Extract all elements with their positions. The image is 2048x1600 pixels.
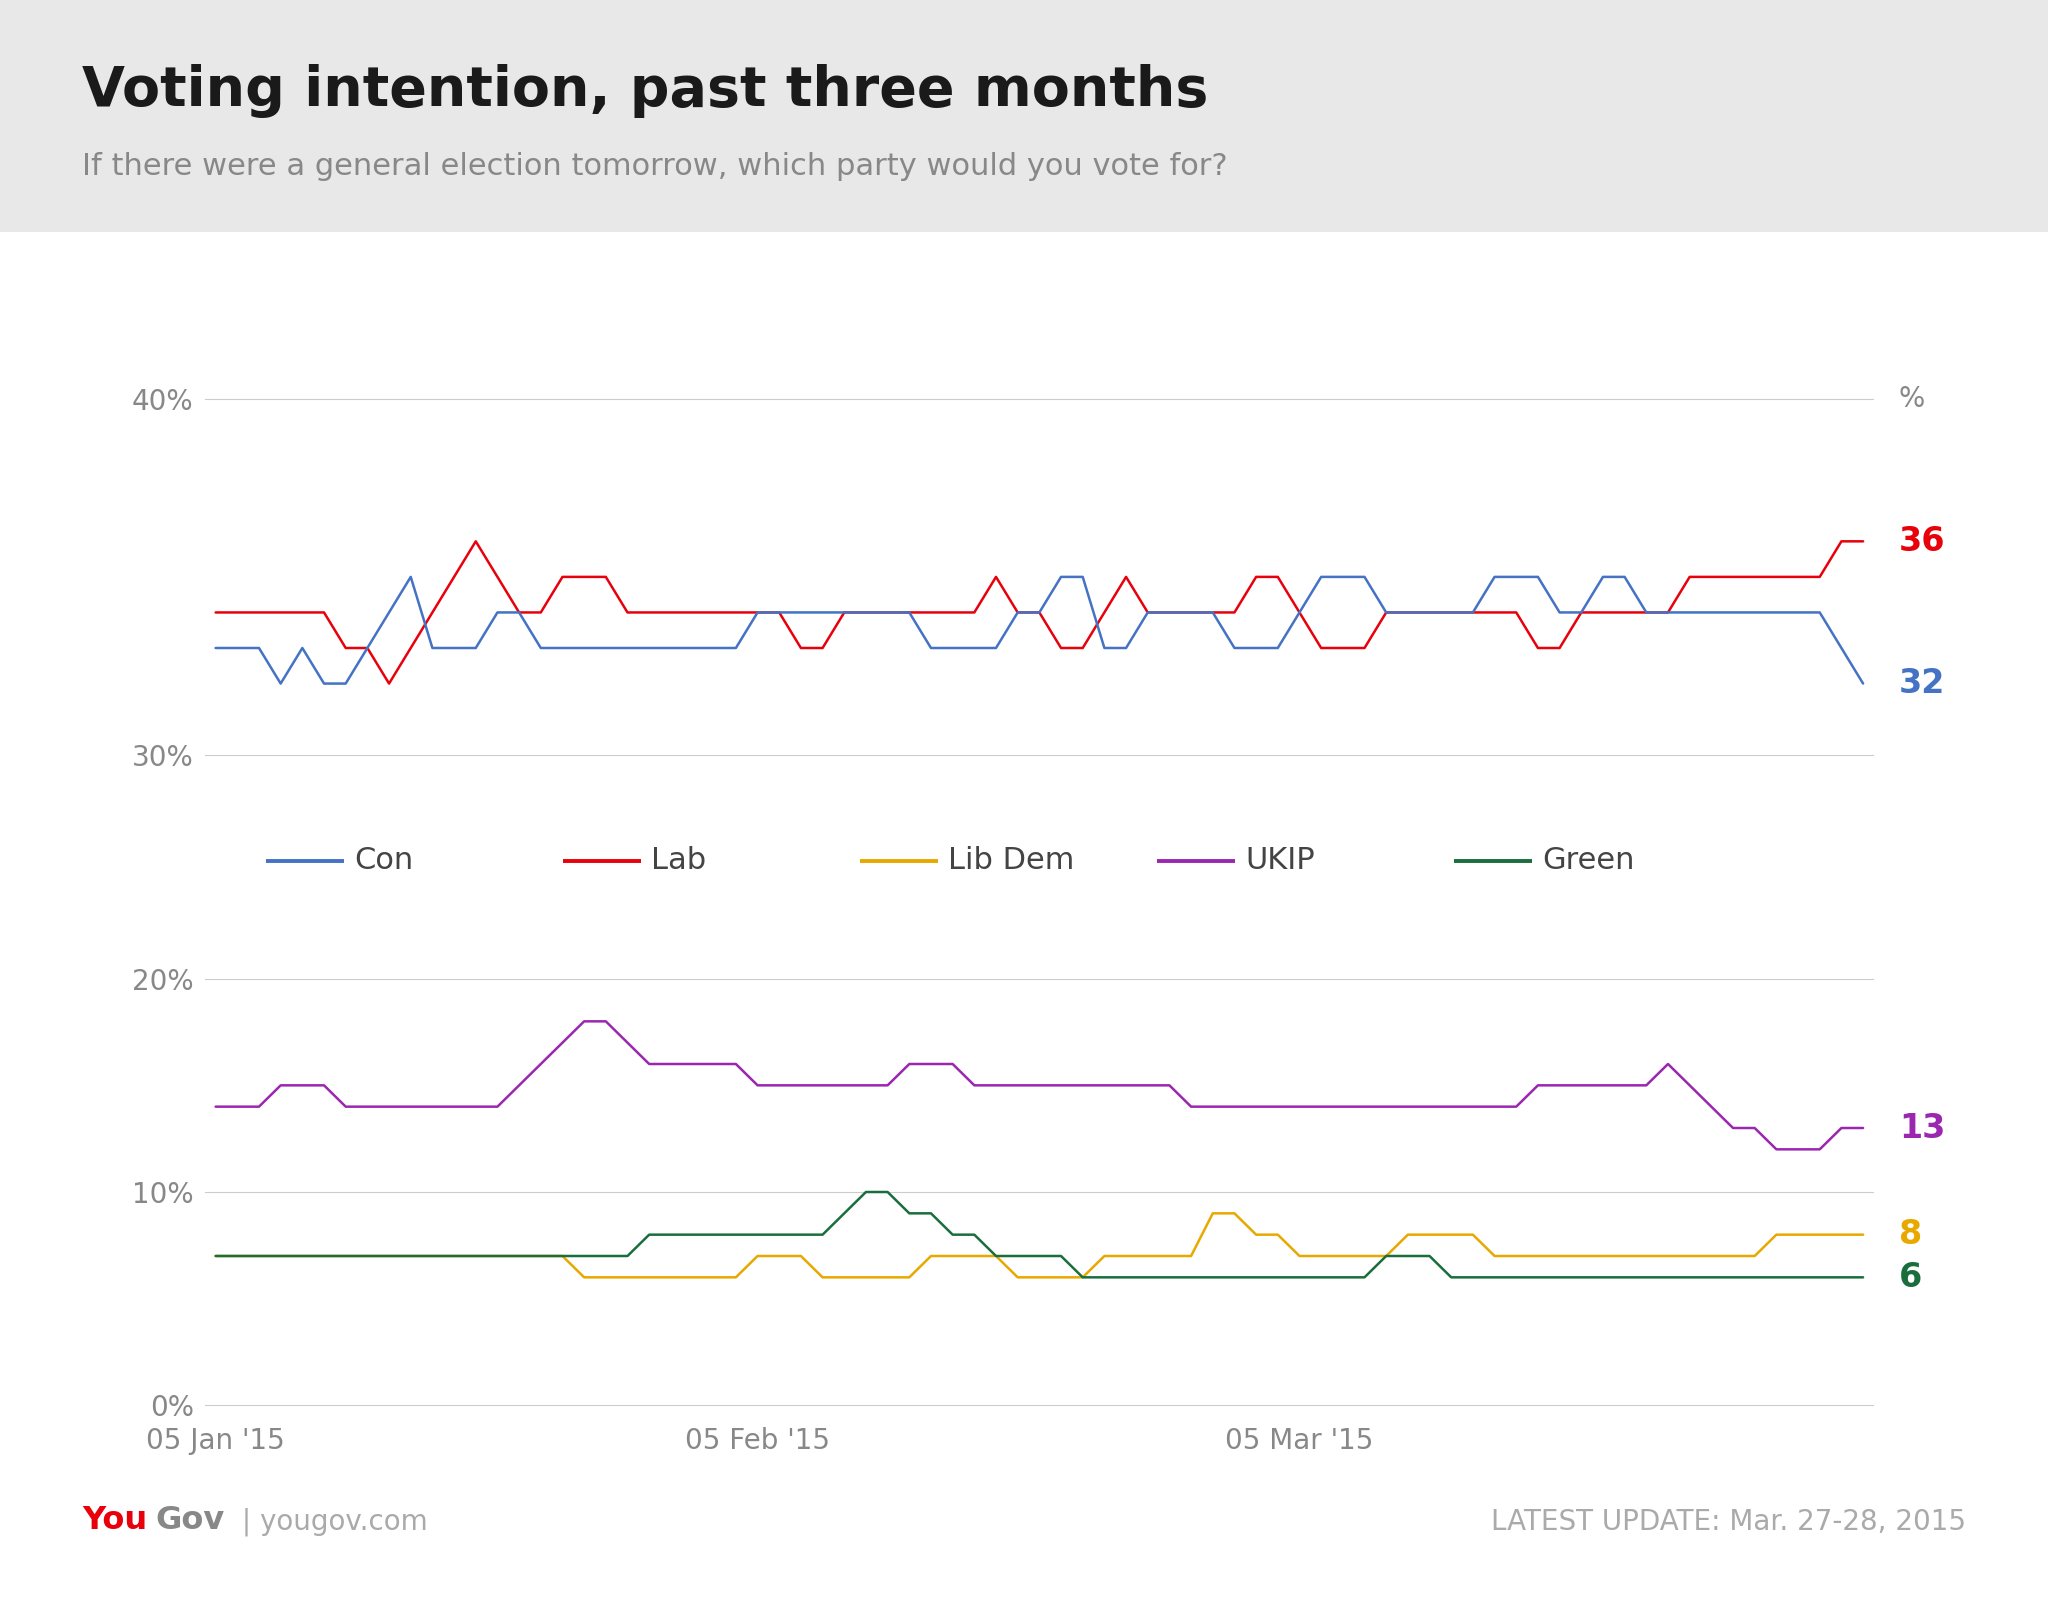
Text: If there were a general election tomorrow, which party would you vote for?: If there were a general election tomorro… [82, 152, 1227, 181]
Text: | yougov.com: | yougov.com [233, 1507, 428, 1536]
Text: 32: 32 [1898, 667, 1946, 701]
Text: You: You [82, 1506, 147, 1536]
Text: UKIP: UKIP [1245, 846, 1315, 875]
Text: 6: 6 [1898, 1261, 1923, 1294]
Text: Green: Green [1542, 846, 1634, 875]
Text: 8: 8 [1898, 1218, 1923, 1251]
Text: Lab: Lab [651, 846, 707, 875]
Text: Con: Con [354, 846, 414, 875]
Text: Gov: Gov [156, 1506, 225, 1536]
Text: Voting intention, past three months: Voting intention, past three months [82, 64, 1208, 118]
Text: 13: 13 [1898, 1112, 1946, 1144]
Text: %: % [1898, 386, 1925, 413]
Text: Lib Dem: Lib Dem [948, 846, 1075, 875]
Text: LATEST UPDATE: Mar. 27-28, 2015: LATEST UPDATE: Mar. 27-28, 2015 [1491, 1507, 1966, 1536]
Text: 36: 36 [1898, 525, 1946, 558]
